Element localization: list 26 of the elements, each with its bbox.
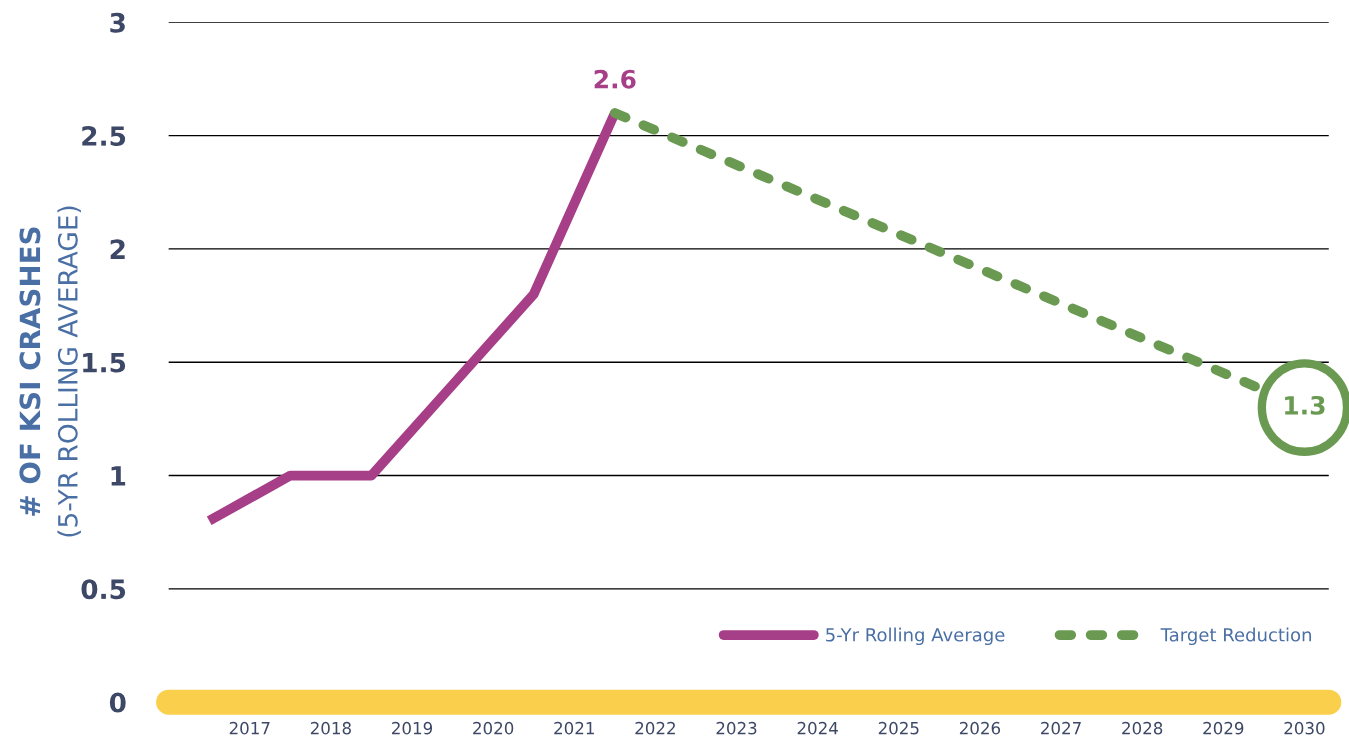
x-tick-label: 2019 [392, 721, 433, 735]
y-tick-label: 0.5 [81, 579, 126, 600]
legend-label: 5-Yr Rolling Average [826, 627, 1005, 646]
annotation: 1.3 [1285, 395, 1325, 415]
x-tick-label: 2017 [229, 721, 270, 735]
y-tick-label: 1 [111, 466, 126, 486]
y-tick-label: 2.5 [82, 126, 126, 146]
legend-label: Target Reduction [1160, 627, 1311, 646]
x-tick-label: 2029 [1203, 721, 1244, 735]
x-tick-label: 2021 [554, 721, 594, 735]
x-tick-label: 2023 [716, 721, 757, 735]
annotation: 2.6 [594, 69, 636, 89]
x-tick-label: 2024 [797, 721, 838, 735]
x-tick-label: 2025 [878, 721, 919, 735]
y-axis-title: # OF KSI CRASHES (5-YR ROLLING AVERAGE) [19, 206, 81, 537]
x-tick-label: 2020 [473, 721, 514, 735]
x-tick-label: 2022 [635, 721, 675, 735]
x-tick-label: 2027 [1041, 721, 1081, 735]
x-tick-label: 2030 [1284, 721, 1325, 735]
x-tick-label: 2026 [959, 721, 1001, 735]
x-tick-label: 2018 [310, 721, 351, 735]
y-tick-label: 2 [110, 239, 125, 259]
y-tick-label: 3 [110, 12, 125, 33]
x-tick-label: 2028 [1122, 721, 1163, 735]
y-tick-label: 1.5 [83, 353, 126, 373]
y-tick-label: 0 [109, 692, 126, 713]
